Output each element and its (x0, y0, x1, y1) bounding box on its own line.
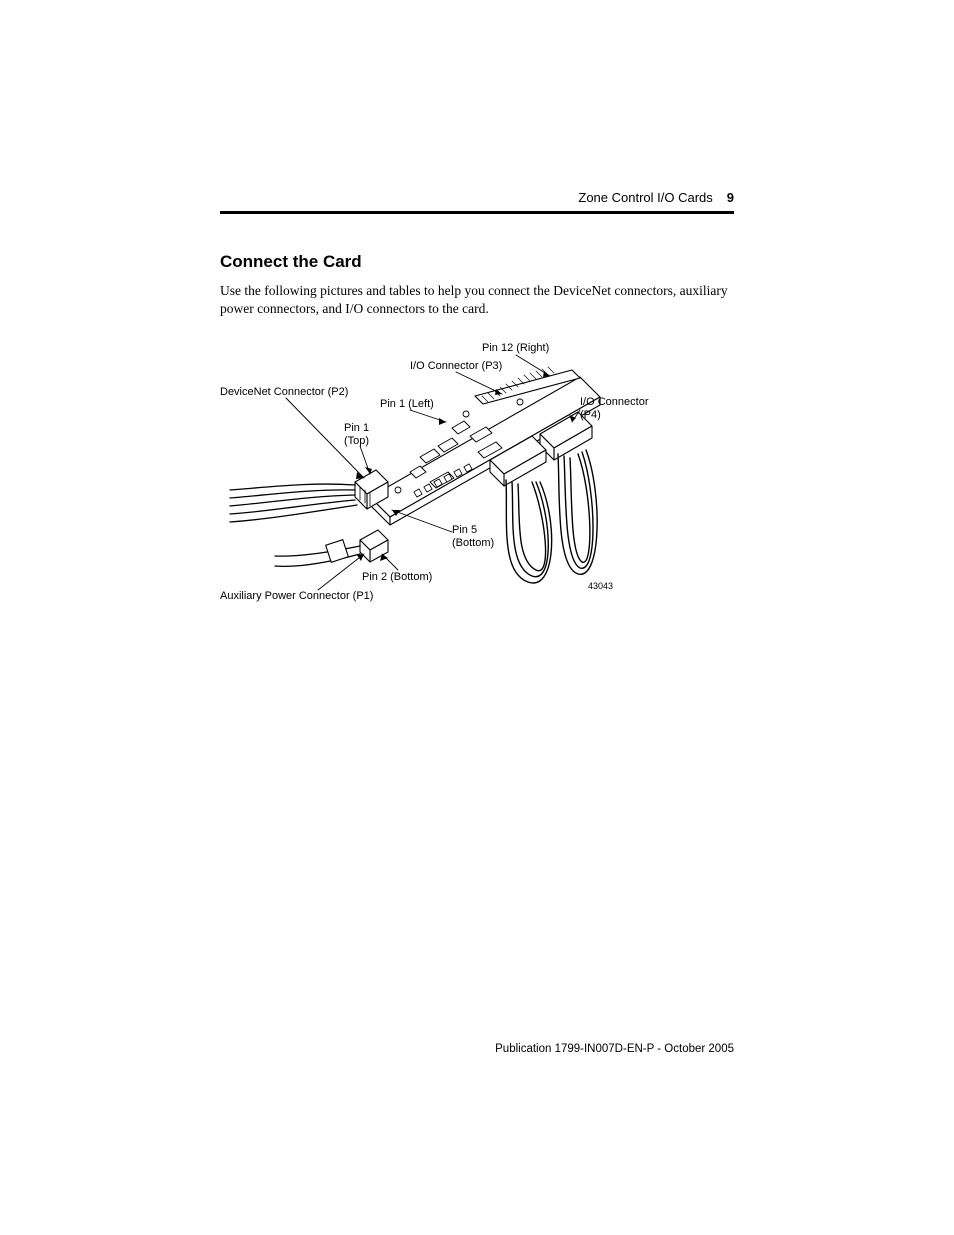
header-rule (220, 211, 734, 214)
label-pin2-bottom: Pin 2 (Bottom) (362, 571, 432, 584)
label-io-p3: I/O Connector (P3) (410, 360, 502, 373)
label-io-p4: I/O Connector (P4) (580, 396, 648, 421)
label-pin1-left: Pin 1 (Left) (380, 398, 434, 411)
label-devicenet-p2: DeviceNet Connector (P2) (220, 386, 348, 399)
section-heading: Connect the Card (220, 252, 734, 272)
card-diagram: Pin 12 (Right) I/O Connector (P3) Device… (220, 342, 734, 642)
section-body: Use the following pictures and tables to… (220, 282, 734, 318)
label-pin1-top-l1: Pin 1 (344, 422, 369, 434)
footer-publication: Publication 1799-IN007D-EN-P - October 2… (495, 1043, 734, 1055)
label-pin1-top-l2: (Top) (344, 435, 369, 447)
label-pin5-bottom: Pin 5 (Bottom) (452, 524, 494, 549)
header-title: Zone Control I/O Cards (578, 190, 712, 205)
label-io-p4-line2: (P4) (580, 409, 601, 421)
label-pin1-top: Pin 1 (Top) (344, 422, 369, 447)
label-aux-power-p1: Auxiliary Power Connector (P1) (220, 590, 373, 603)
label-pin12-right: Pin 12 (Right) (482, 342, 549, 355)
label-pin5-bottom-l2: (Bottom) (452, 537, 494, 549)
page-number: 9 (727, 190, 734, 205)
label-io-p4-line1: I/O Connector (580, 396, 648, 408)
figure-ref: 43043 (588, 581, 613, 591)
label-pin5-bottom-l1: Pin 5 (452, 524, 477, 536)
page-header: Zone Control I/O Cards 9 (220, 190, 734, 205)
